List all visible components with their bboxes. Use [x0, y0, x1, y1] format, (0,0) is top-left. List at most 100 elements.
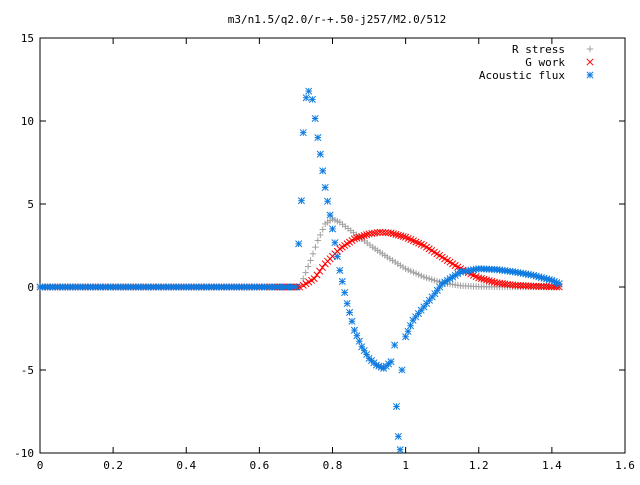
- data-point: [516, 282, 525, 290]
- x-tick-label: 0.4: [176, 459, 196, 472]
- data-point: [316, 150, 324, 158]
- data-point: [519, 282, 527, 290]
- data-point: [307, 257, 314, 264]
- data-point: [398, 366, 406, 374]
- data-point: [399, 232, 407, 241]
- y-tick-label: 10: [21, 115, 34, 128]
- series-2: [36, 228, 563, 291]
- data-point: [488, 277, 496, 285]
- data-point: [358, 232, 366, 240]
- data-point: [353, 234, 361, 242]
- y-tick-label: 0: [27, 281, 34, 294]
- series-layer: [36, 87, 563, 454]
- y-tick-label: -10: [14, 447, 34, 460]
- legend-marker: [586, 71, 594, 79]
- data-point: [319, 167, 327, 175]
- series-3: [36, 87, 563, 454]
- data-point: [317, 231, 324, 239]
- data-point: [312, 243, 319, 251]
- data-point: [302, 94, 310, 102]
- data-point: [336, 266, 344, 274]
- data-point: [511, 281, 519, 289]
- data-point: [308, 95, 316, 103]
- x-tick-label: 1.4: [542, 459, 562, 472]
- data-point: [310, 275, 318, 283]
- data-point: [299, 129, 307, 137]
- data-point: [522, 282, 530, 290]
- data-point: [321, 183, 329, 191]
- data-point: [328, 225, 337, 233]
- data-point: [394, 432, 402, 440]
- chart-title: m3/n1.5/q2.0/r-+.50-j257/M2.0/512: [228, 13, 447, 26]
- data-point: [346, 308, 354, 317]
- data-point: [404, 327, 412, 335]
- legend-marker: [586, 58, 594, 66]
- data-point: [392, 230, 400, 238]
- data-point: [373, 229, 381, 237]
- data-point: [309, 250, 317, 257]
- x-tick-label: 0.2: [103, 459, 123, 472]
- data-point: [295, 240, 303, 248]
- y-tick-label: 15: [21, 32, 34, 45]
- data-point: [350, 326, 358, 334]
- data-point: [311, 114, 319, 123]
- data-point: [302, 269, 309, 276]
- data-point: [387, 229, 395, 237]
- data-point: [353, 332, 361, 340]
- data-point: [363, 231, 371, 239]
- data-point: [297, 197, 305, 205]
- data-point: [316, 267, 324, 275]
- data-point: [402, 333, 410, 341]
- data-point: [355, 337, 363, 345]
- data-point: [360, 231, 368, 240]
- x-tick-label: 0.6: [249, 459, 269, 472]
- legend-label: Acoustic flux: [479, 69, 565, 82]
- data-point: [555, 280, 563, 288]
- data-point: [379, 228, 387, 236]
- data-point: [343, 300, 351, 308]
- data-point: [389, 230, 397, 238]
- data-point: [396, 446, 404, 454]
- data-point: [394, 231, 402, 239]
- data-point: [331, 239, 339, 247]
- data-point: [514, 281, 522, 290]
- data-point: [391, 341, 399, 349]
- data-point: [333, 253, 341, 261]
- axes-layer: 0 0.2 0.4 0.6 0.8 1 1.2 1.4 1.6 15 10 5 0 -5 -10: [14, 32, 635, 472]
- data-point: [319, 226, 326, 233]
- data-point: [397, 232, 405, 240]
- data-point: [480, 275, 488, 283]
- data-point: [341, 288, 349, 297]
- data-point: [313, 271, 321, 279]
- y-tick-label: 5: [27, 198, 34, 211]
- data-point: [475, 274, 483, 282]
- legend-label: R stress: [512, 43, 565, 56]
- data-point: [314, 134, 322, 142]
- legend-marker: [586, 45, 594, 53]
- data-point: [376, 228, 384, 236]
- data-point: [524, 282, 532, 290]
- data-point: [305, 87, 313, 95]
- data-point: [292, 283, 300, 291]
- data-point: [318, 263, 326, 272]
- data-point: [387, 358, 395, 366]
- x-tick-label: 1: [402, 459, 409, 472]
- data-point: [355, 233, 363, 241]
- data-point: [314, 237, 322, 244]
- data-point: [477, 275, 485, 283]
- data-point: [348, 317, 356, 325]
- data-point: [553, 279, 561, 287]
- y-tick-label: -5: [21, 364, 34, 377]
- data-point: [485, 277, 493, 285]
- x-tick-label: 1.6: [615, 459, 635, 472]
- data-point: [392, 402, 401, 411]
- legend-label: G work: [525, 56, 565, 69]
- data-point: [350, 235, 358, 243]
- data-point: [483, 276, 491, 284]
- x-tick-label: 1.2: [469, 459, 489, 472]
- x-tick-label: 0: [37, 459, 44, 472]
- data-point: [304, 263, 312, 270]
- data-point: [338, 277, 346, 286]
